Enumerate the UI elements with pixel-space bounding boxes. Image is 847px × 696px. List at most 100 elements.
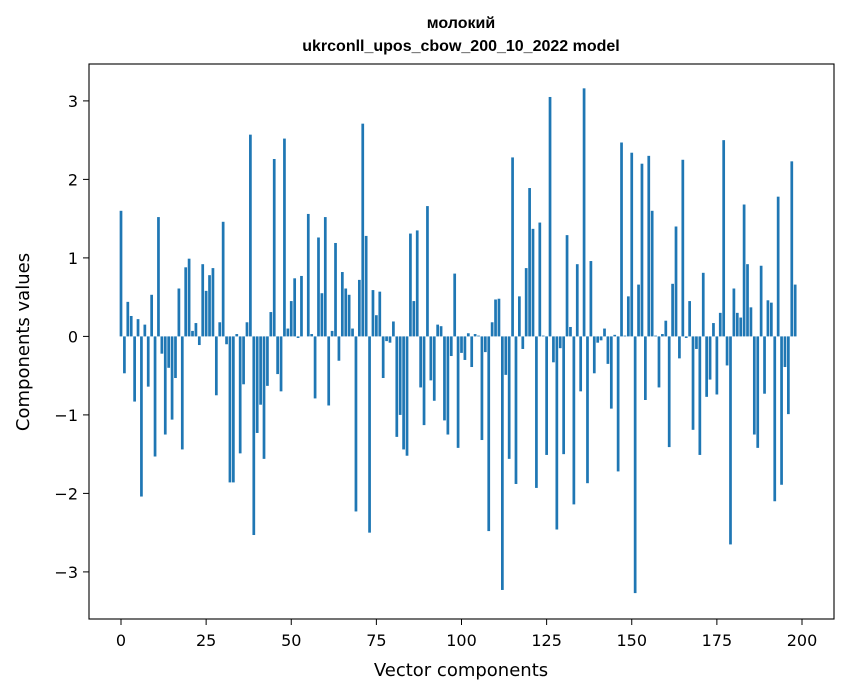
y-axis-label: Components values: [13, 253, 34, 431]
bar-59: [320, 293, 324, 337]
bar-160: [664, 320, 668, 337]
bar-64: [337, 336, 341, 361]
bar-107: [483, 336, 487, 353]
bar-141: [599, 336, 603, 341]
bar-151: [633, 336, 637, 594]
bar-154: [644, 336, 647, 400]
bar-172: [705, 336, 709, 397]
bar-85: [409, 233, 412, 337]
bar-149: [626, 296, 630, 337]
bar-70: [357, 279, 361, 337]
bar-47: [279, 336, 283, 392]
bar-183: [742, 204, 746, 337]
bar-3: [129, 315, 133, 337]
bar-28: [214, 336, 218, 396]
bar-118: [521, 336, 525, 349]
chart-title: молокий: [427, 15, 495, 32]
bar-79: [388, 336, 392, 343]
bar-58: [317, 237, 320, 337]
bar-105: [477, 335, 480, 337]
bar-144: [609, 336, 613, 409]
bar-153: [640, 163, 644, 337]
bar-131: [565, 235, 569, 337]
bar-129: [558, 336, 562, 349]
bar-98: [453, 273, 457, 337]
bar-10: [153, 336, 157, 457]
bar-127: [552, 336, 555, 363]
bar-120: [528, 188, 531, 337]
bar-57: [313, 336, 317, 399]
bar-117: [518, 296, 521, 337]
bar-17: [177, 288, 181, 337]
bar-119: [524, 268, 528, 337]
bar-124: [541, 335, 545, 337]
bar-34: [235, 334, 239, 337]
x-tick-label: 0: [116, 631, 126, 650]
bar-128: [555, 336, 559, 530]
bar-178: [725, 336, 729, 366]
bar-126: [548, 96, 552, 337]
bar-139: [592, 336, 596, 374]
bar-145: [613, 334, 617, 337]
bar-38: [249, 134, 252, 337]
bar-190: [766, 300, 770, 337]
bar-196: [787, 336, 790, 415]
bar-148: [623, 335, 627, 337]
bar-63: [334, 242, 337, 337]
bar-2: [126, 301, 130, 337]
bar-108: [487, 336, 491, 532]
bar-26: [208, 275, 211, 337]
bar-174: [712, 323, 715, 337]
bar-80: [392, 321, 395, 337]
bar-106: [480, 336, 484, 441]
bar-82: [398, 336, 402, 415]
x-axis: 0 25 50 75 100 125 150 175 200: [116, 619, 817, 650]
x-tick-label: 150: [616, 631, 647, 650]
bar-177: [722, 140, 726, 337]
bar-49: [286, 328, 290, 337]
bar-41: [259, 336, 262, 405]
bar-20: [187, 258, 191, 337]
y-tick-label: 2: [68, 170, 78, 189]
bar-77: [381, 336, 385, 379]
bar-104: [473, 334, 477, 337]
bar-0: [119, 210, 123, 337]
bar-55: [306, 213, 310, 337]
bar-156: [650, 210, 654, 337]
bar-9: [150, 294, 154, 337]
bar-76: [378, 291, 382, 337]
bar-135: [579, 336, 583, 392]
bar-96: [446, 336, 450, 435]
bar-39: [252, 336, 256, 536]
bar-180: [732, 288, 736, 337]
bar-61: [327, 336, 331, 406]
bar-109: [490, 322, 494, 337]
bar-88: [419, 336, 422, 388]
bar-194: [780, 336, 783, 485]
bars-group: [119, 88, 797, 594]
y-tick-label: −2: [54, 484, 78, 503]
bar-35: [238, 336, 242, 454]
bar-100: [460, 336, 463, 353]
bar-32: [228, 336, 232, 483]
bar-140: [596, 336, 600, 343]
bar-155: [647, 155, 651, 337]
bar-150: [630, 152, 634, 337]
bar-103: [470, 336, 474, 368]
bar-166: [684, 336, 688, 338]
x-tick-label: 200: [787, 631, 818, 650]
x-tick-label: 75: [366, 631, 386, 650]
bar-170: [698, 336, 702, 455]
x-tick-label: 100: [446, 631, 477, 650]
bar-161: [667, 336, 671, 448]
bar-116: [514, 336, 518, 484]
bar-136: [582, 88, 586, 337]
chart-subtitle: ukrconll_upos_cbow_200_10_2022 model: [302, 38, 619, 55]
bar-99: [456, 336, 460, 448]
bar-52: [296, 336, 300, 338]
bar-72: [364, 235, 368, 337]
bar-93: [436, 324, 440, 337]
y-tick-label: 0: [68, 327, 78, 346]
bar-42: [262, 336, 266, 459]
bar-95: [443, 336, 446, 421]
